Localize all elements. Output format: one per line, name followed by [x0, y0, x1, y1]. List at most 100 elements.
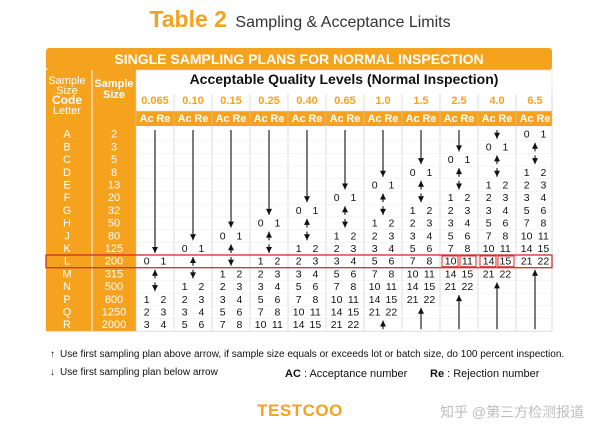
- ac-value: 0: [524, 129, 530, 141]
- re-value: 2: [502, 180, 508, 192]
- arrow-up-icon: [380, 320, 386, 327]
- aql-level-0.65: 0.65: [334, 95, 355, 107]
- re-label: Re: [232, 113, 246, 125]
- ac-value: 7: [410, 256, 416, 268]
- code-letter-G: G: [63, 205, 72, 217]
- sample-size-F: 20: [108, 192, 120, 204]
- re-value: 6: [312, 281, 318, 293]
- re-value: 11: [386, 281, 397, 293]
- sample-size-J: 80: [108, 230, 120, 242]
- ac-label: Ac: [368, 113, 382, 125]
- ac-value: 0: [144, 256, 150, 268]
- ac-value: 2: [410, 218, 416, 230]
- re-value: 6: [464, 230, 470, 242]
- re-value: 6: [350, 268, 356, 280]
- re-value: 6: [274, 294, 280, 306]
- ac-value: 5: [448, 230, 454, 242]
- re-value: 1: [540, 129, 546, 141]
- note-down-text: Use first sampling plan below arrow: [60, 367, 218, 378]
- re-value: 8: [464, 243, 470, 255]
- sample-size-N: 500: [105, 281, 123, 293]
- ac-value: 2: [296, 256, 302, 268]
- ac-value: 0: [334, 192, 340, 204]
- re-value: 8: [502, 230, 508, 242]
- legend-ac: AC : Acceptance number: [285, 368, 407, 380]
- sample-size-A: 2: [111, 129, 117, 141]
- arrow-down-icon: [266, 208, 272, 215]
- re-value: 15: [386, 294, 398, 306]
- banner-bg: [46, 48, 552, 70]
- re-value: 4: [388, 243, 394, 255]
- ac-value: 5: [258, 294, 264, 306]
- re-value: 1: [236, 230, 242, 242]
- re-value: 4: [350, 256, 356, 268]
- re-value: 1: [198, 243, 204, 255]
- code-letter-B: B: [63, 141, 70, 153]
- re-value: 22: [462, 281, 474, 293]
- ac-label: Ac: [140, 113, 154, 125]
- re-value: 4: [160, 319, 166, 331]
- sample-size-Q: 1250: [102, 307, 126, 319]
- code-letter-K: K: [63, 243, 71, 255]
- ac-value: 10: [521, 230, 533, 242]
- sample-size-K: 125: [105, 243, 123, 255]
- arrow-down-icon: [342, 221, 348, 228]
- ac-value: 1: [448, 192, 454, 204]
- arrow-up-icon: [456, 168, 462, 175]
- re-value: 1: [388, 180, 394, 192]
- re-value: 2: [274, 256, 280, 268]
- arrow-up-icon: [190, 257, 196, 263]
- re-value: 11: [500, 243, 511, 255]
- re-value: 8: [274, 307, 280, 319]
- aql-level-0.15: 0.15: [220, 95, 241, 107]
- page-title: Table 2 Sampling & Acceptance Limits: [0, 6, 600, 33]
- re-value: 6: [540, 205, 546, 217]
- ac-value: 21: [483, 268, 495, 280]
- ac-value: 10: [293, 307, 305, 319]
- aql-level-2.5: 2.5: [451, 95, 466, 107]
- re-value: 11: [538, 230, 549, 242]
- arrow-down-icon: [190, 272, 196, 279]
- ac-value: 3: [524, 192, 530, 204]
- arrow-down-icon: [418, 196, 424, 203]
- ac-value: 7: [334, 281, 340, 293]
- ac-label: Ac: [216, 113, 230, 125]
- re-value: 22: [386, 307, 398, 319]
- ac-value: 5: [296, 281, 302, 293]
- aql-level-1.0: 1.0: [375, 95, 390, 107]
- ac-value: 3: [448, 218, 454, 230]
- ac-label: Ac: [406, 113, 420, 125]
- highlight-row: [45, 254, 553, 269]
- code-letter-header-2: Code: [52, 93, 82, 107]
- ac-value: 5: [182, 319, 188, 331]
- ac-value: 5: [334, 268, 340, 280]
- ac-value: 14: [445, 268, 457, 280]
- ac-value: 21: [331, 319, 343, 331]
- re-value: 8: [388, 268, 394, 280]
- legend-ac-key: AC: [285, 368, 301, 380]
- code-letter-E: E: [63, 180, 70, 192]
- ac-value: 5: [524, 205, 530, 217]
- ac-value: 1: [334, 230, 340, 242]
- highlight-ac-cell: [479, 255, 497, 268]
- note-up: ↑ Use first sampling plan above arrow, if…: [50, 349, 564, 360]
- aql-level-4.0: 4.0: [489, 95, 504, 107]
- re-label: Re: [384, 113, 398, 125]
- aql-level-0.10: 0.10: [182, 95, 203, 107]
- re-value: 3: [540, 180, 546, 192]
- re-value: 3: [502, 192, 508, 204]
- ac-label: Ac: [178, 113, 192, 125]
- code-letter-M: M: [62, 268, 71, 280]
- arrow-down-icon: [532, 158, 538, 165]
- arrow-up-icon: [266, 231, 272, 238]
- code-letter-D: D: [63, 167, 71, 179]
- note-up-text: Use first sampling plan above arrow, if …: [60, 349, 565, 360]
- re-label: Re: [194, 113, 208, 125]
- re-value: 3: [312, 256, 318, 268]
- re-value: 3: [464, 205, 470, 217]
- re-label: Re: [536, 113, 550, 125]
- arrow-up-icon: [418, 180, 424, 187]
- re-value: 11: [272, 319, 283, 331]
- arrow-up-icon: [304, 218, 310, 225]
- acre-header-bg: [136, 111, 552, 126]
